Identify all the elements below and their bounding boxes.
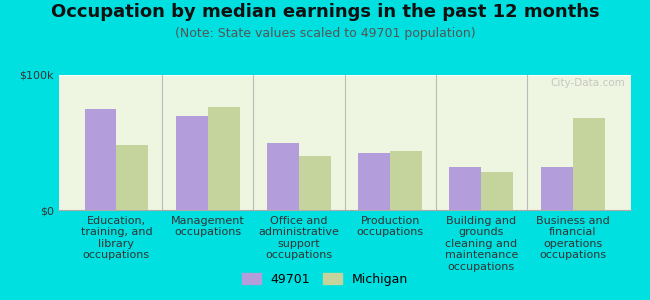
Bar (176, 116, 207, 210)
Bar (358, 153, 390, 210)
Bar (207, 107, 240, 210)
Bar (84, 109, 116, 210)
Bar (390, 151, 422, 210)
Bar (482, 172, 514, 210)
Bar (299, 156, 331, 210)
Text: (Note: State values scaled to 49701 population): (Note: State values scaled to 49701 popu… (175, 27, 475, 40)
Legend: 49701, Michigan: 49701, Michigan (237, 268, 413, 291)
Text: City-Data.com: City-Data.com (550, 78, 625, 88)
Bar (267, 142, 299, 210)
Text: Occupation by median earnings in the past 12 months: Occupation by median earnings in the pas… (51, 3, 599, 21)
Bar (541, 167, 573, 210)
Bar (573, 118, 604, 210)
Bar (449, 167, 482, 210)
Bar (116, 145, 148, 210)
